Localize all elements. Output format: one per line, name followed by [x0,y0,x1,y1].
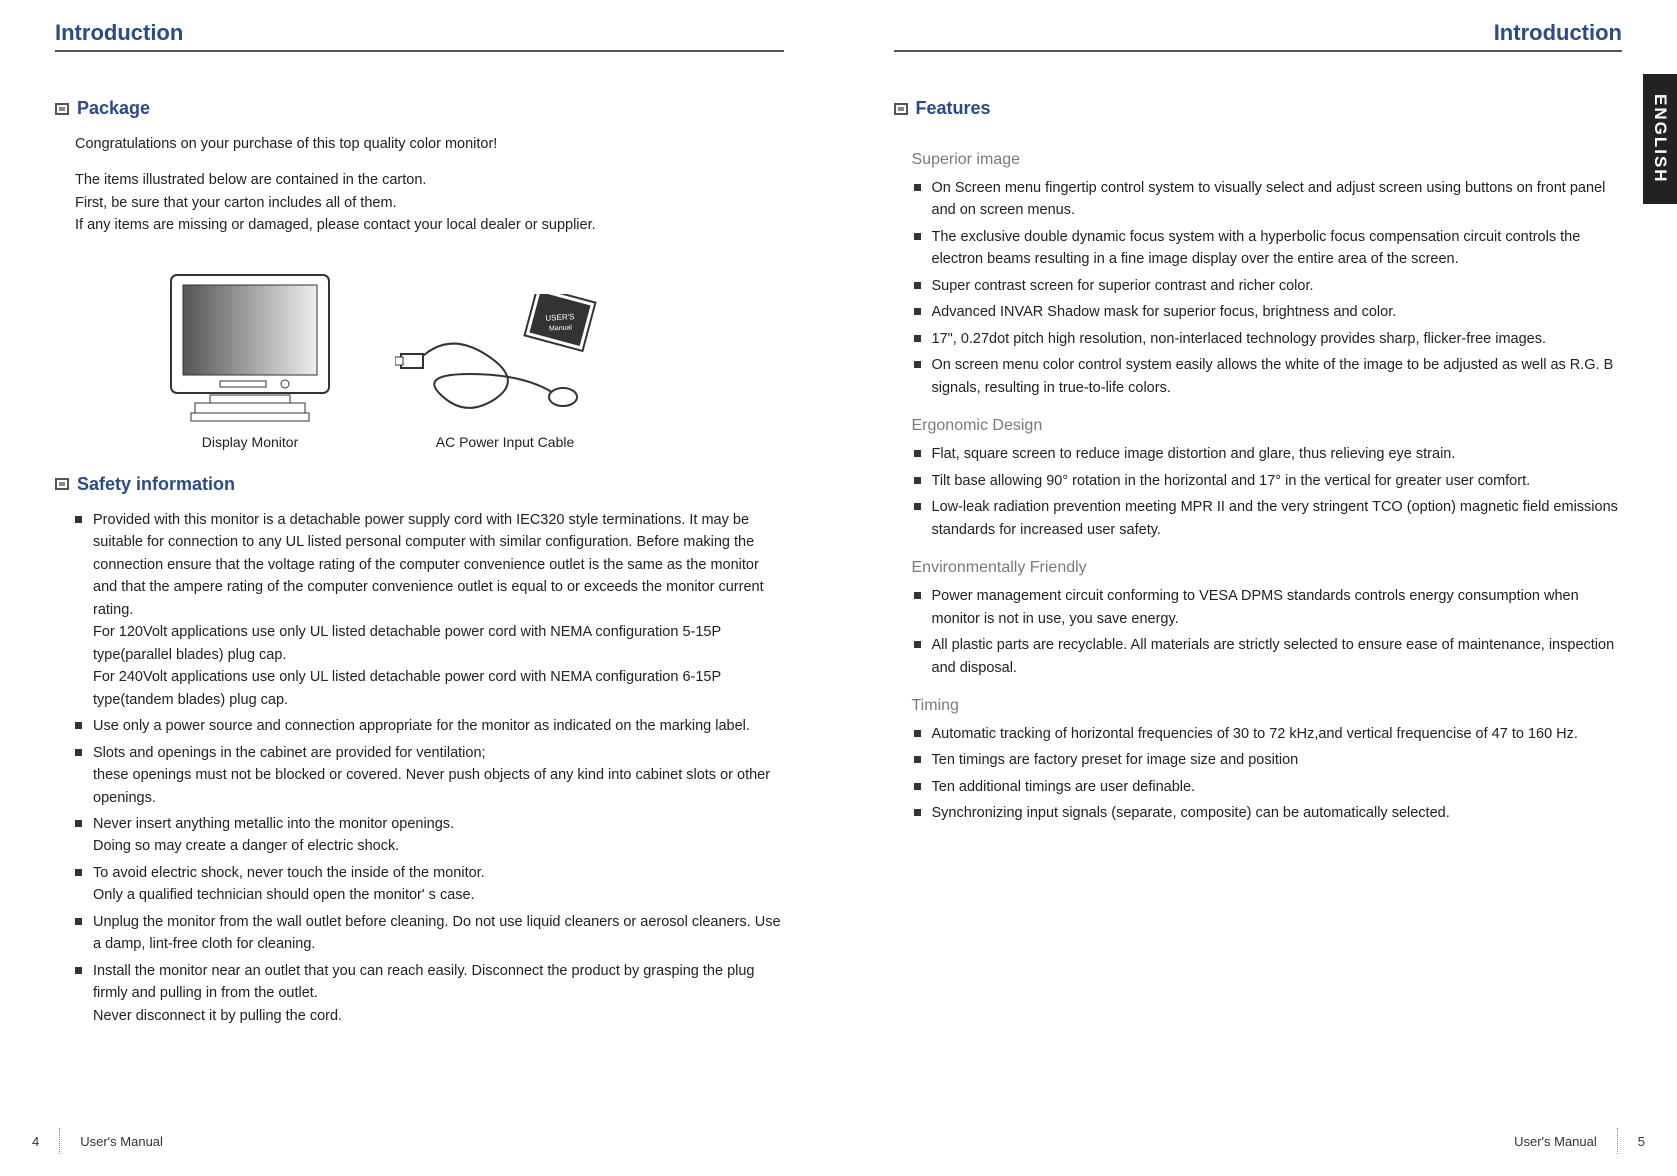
list-item: Synchronizing input signals (separate, c… [914,802,1623,824]
feature-list: On Screen menu fingertip control system … [914,177,1623,399]
feature-subhead: Timing [912,697,1623,715]
section-icon [55,103,69,115]
monitor-illustration: Display Monitor [165,269,335,450]
right-title: Introduction [1494,20,1622,46]
feature-subhead: Ergonomic Design [912,417,1623,435]
language-tab: ENGLISH [1643,74,1677,204]
right-footer: User's Manual 5 [1514,1128,1645,1154]
list-item: To avoid electric shock, never touch the… [75,862,784,907]
cable-illustration: USER'S Manual AC Power Input Cable [395,294,615,450]
list-item: On Screen menu fingertip control system … [914,177,1623,222]
manual-label-text: USER'S [545,312,575,323]
cable-icon: USER'S Manual [395,294,615,424]
list-item: Automatic tracking of horizontal frequen… [914,723,1623,745]
safety-list: Provided with this monitor is a detachab… [75,509,784,1031]
safety-heading: Safety information [77,474,235,495]
list-item: Flat, square screen to reduce image dist… [914,443,1623,465]
list-item: Tilt base allowing 90° rotation in the h… [914,470,1623,492]
package-illustration: Display Monitor USER'S Manual AC Power I… [165,269,784,450]
package-intro: Congratulations on your purchase of this… [75,133,784,155]
left-page: Introduction Package Congratulations on … [0,0,839,1176]
section-icon [55,478,69,490]
features-section-head: Features [894,98,1623,119]
features-heading: Features [916,98,991,119]
feature-list: Power management circuit conforming to V… [914,585,1623,679]
left-title: Introduction [55,20,183,46]
feature-list: Automatic tracking of horizontal frequen… [914,723,1623,825]
package-p1: The items illustrated below are containe… [75,169,784,191]
right-footer-label: User's Manual [1514,1134,1597,1149]
section-icon [894,103,908,115]
feature-list: Flat, square screen to reduce image dist… [914,443,1623,541]
left-footer: 4 User's Manual [32,1128,163,1154]
feature-subhead: Superior image [912,151,1623,169]
list-item: Use only a power source and connection a… [75,715,784,737]
list-item: Unplug the monitor from the wall outlet … [75,911,784,956]
list-item: Low-leak radiation prevention meeting MP… [914,496,1623,541]
list-item: Advanced INVAR Shadow mask for superior … [914,301,1623,323]
cable-label: AC Power Input Cable [436,434,575,450]
list-item: On screen menu color control system easi… [914,354,1623,399]
package-p2: First, be sure that your carton includes… [75,192,784,214]
safety-section-head: Safety information [55,474,784,495]
list-item: Ten additional timings are user definabl… [914,776,1623,798]
list-item: Ten timings are factory preset for image… [914,749,1623,771]
list-item: Install the monitor near an outlet that … [75,960,784,1027]
package-section-head: Package [55,98,784,119]
monitor-icon [165,269,335,424]
list-item: Slots and openings in the cabinet are pr… [75,742,784,809]
svg-text:Manual: Manual [549,324,573,332]
right-header: Introduction [894,20,1623,52]
list-item: Never insert anything metallic into the … [75,813,784,858]
list-item: All plastic parts are recyclable. All ma… [914,634,1623,679]
right-page: Introduction Features Superior image On S… [839,0,1677,1176]
list-item: Provided with this monitor is a detachab… [75,509,784,711]
footer-divider [59,1128,60,1154]
left-header: Introduction [55,20,784,52]
monitor-label: Display Monitor [202,434,298,450]
package-p3: If any items are missing or damaged, ple… [75,214,784,236]
list-item: Super contrast screen for superior contr… [914,275,1623,297]
list-item: The exclusive double dynamic focus syste… [914,226,1623,271]
right-page-number: 5 [1638,1134,1645,1149]
package-heading: Package [77,98,150,119]
left-footer-label: User's Manual [80,1134,163,1149]
list-item: 17", 0.27dot pitch high resolution, non-… [914,328,1623,350]
package-body: Congratulations on your purchase of this… [75,133,784,251]
features-groups: Superior image On Screen menu fingertip c… [894,133,1623,829]
footer-divider [1617,1128,1618,1154]
feature-subhead: Environmentally Friendly [912,559,1623,577]
list-item: Power management circuit conforming to V… [914,585,1623,630]
left-page-number: 4 [32,1134,39,1149]
